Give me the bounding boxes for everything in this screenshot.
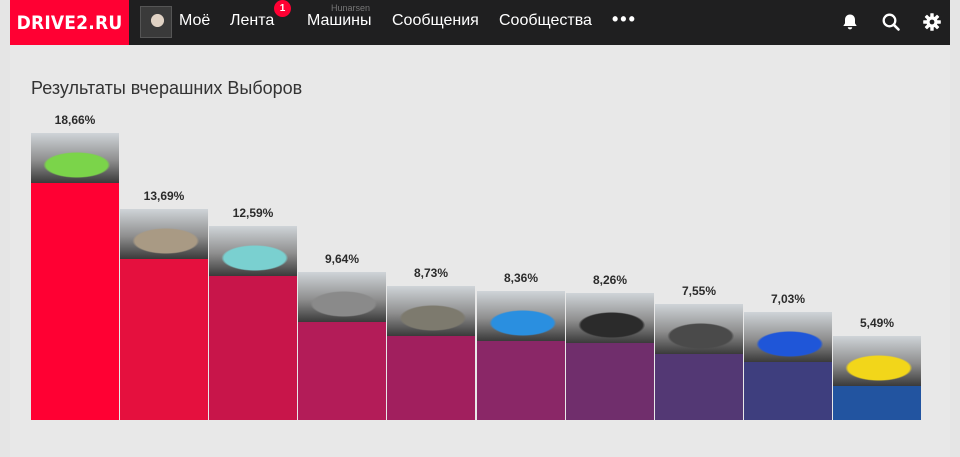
- bar-value-label: 8,26%: [592, 273, 628, 287]
- chart-bar[interactable]: [477, 291, 565, 420]
- notification-badge: 1: [274, 0, 291, 17]
- chart-bar[interactable]: [387, 286, 475, 420]
- bell-icon[interactable]: [840, 12, 860, 32]
- bar-value-label: 8,36%: [503, 271, 539, 285]
- car-photo[interactable]: [31, 133, 119, 183]
- chart-bar[interactable]: [31, 133, 119, 420]
- chart-bar[interactable]: [744, 312, 832, 420]
- car-photo[interactable]: [120, 209, 208, 259]
- bar-value-label: 13,69%: [143, 189, 185, 203]
- car-photo[interactable]: [387, 286, 475, 336]
- chart-bar[interactable]: [655, 304, 743, 420]
- chart-bar[interactable]: [120, 209, 208, 420]
- site-logo[interactable]: DRIVE2.RU: [10, 0, 129, 45]
- chart-bar[interactable]: [833, 336, 921, 420]
- gear-icon[interactable]: [922, 12, 942, 32]
- bar-value-label: 9,64%: [324, 252, 360, 266]
- top-navigation-bar: DRIVE2.RU Моё Лента 1 Hunarsen Машины Со…: [10, 0, 950, 45]
- car-photo[interactable]: [477, 291, 565, 341]
- nav-item-cars[interactable]: Машины: [307, 12, 372, 29]
- bar-value-label: 12,59%: [232, 206, 274, 220]
- bar-value-label: 18,66%: [54, 113, 96, 127]
- car-photo[interactable]: [298, 272, 386, 322]
- car-photo[interactable]: [655, 304, 743, 354]
- bar-value-label: 5,49%: [859, 316, 895, 330]
- bar-value-label: 7,03%: [770, 292, 806, 306]
- nav-item-moe[interactable]: Моё: [179, 12, 211, 29]
- nav-item-communities[interactable]: Сообщества: [499, 12, 592, 29]
- search-icon[interactable]: [881, 12, 901, 32]
- chart-bar[interactable]: [566, 293, 654, 420]
- nav-item-feed[interactable]: Лента: [230, 12, 275, 29]
- car-photo[interactable]: [566, 293, 654, 343]
- chart-bar[interactable]: [209, 226, 297, 420]
- chart-bar[interactable]: [298, 272, 386, 420]
- page-title: Результаты вчерашних Выборов: [31, 78, 303, 98]
- bar-value-label: 8,73%: [413, 266, 449, 280]
- car-photo[interactable]: [209, 226, 297, 276]
- nav-item-messages[interactable]: Сообщения: [392, 12, 479, 29]
- car-photo[interactable]: [744, 312, 832, 362]
- bar-value-label: 7,55%: [681, 284, 717, 298]
- more-menu-button[interactable]: •••: [612, 9, 637, 29]
- overlay-text: Hunarsen: [331, 3, 371, 13]
- avatar[interactable]: [140, 6, 172, 38]
- car-photo[interactable]: [833, 336, 921, 386]
